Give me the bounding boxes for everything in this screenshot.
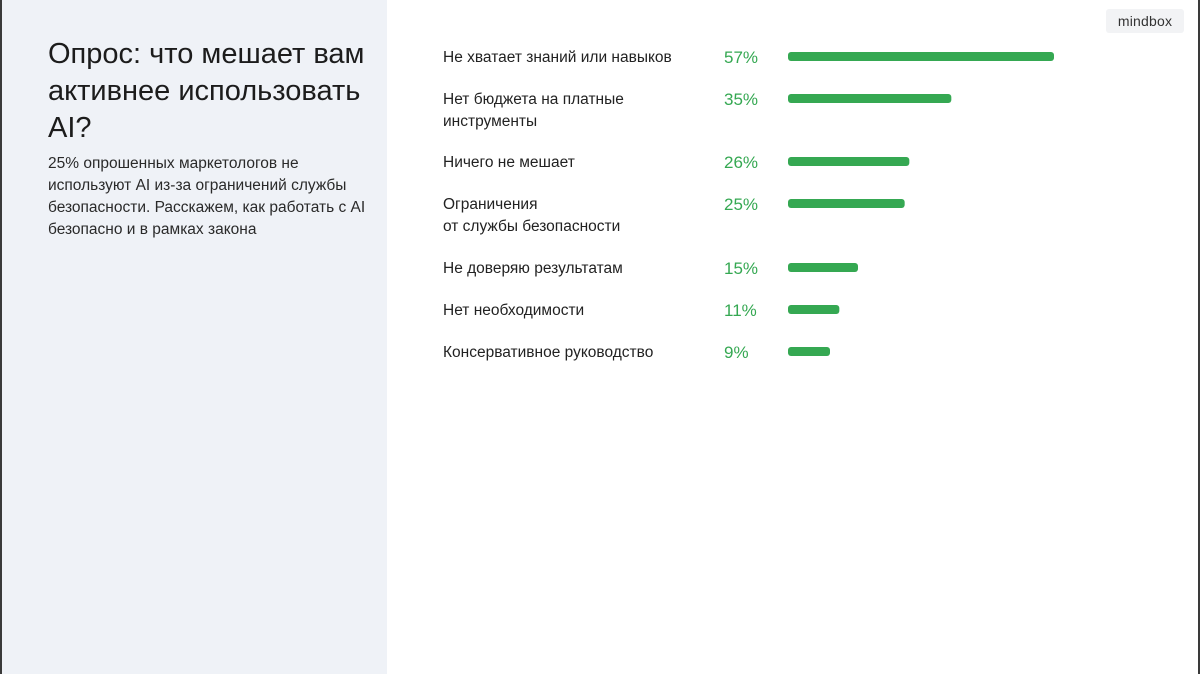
bar — [788, 305, 840, 314]
mindbox-logo: mindbox — [1106, 9, 1184, 33]
category-label: Ограничения — [443, 196, 537, 213]
category-label: инструменты — [443, 113, 537, 130]
value-label: 57% — [724, 48, 758, 67]
category-label: Нет бюджета на платные — [443, 91, 624, 108]
bar — [788, 199, 905, 208]
value-label: 9% — [724, 343, 749, 362]
category-label: от службы безопасности — [443, 218, 620, 235]
value-label: 25% — [724, 195, 758, 214]
value-label: 11% — [724, 301, 757, 320]
category-label: Ничего не мешает — [443, 154, 575, 171]
value-label: 15% — [724, 259, 758, 278]
slide-title: Опрос: что мешает вам активнее использов… — [48, 38, 365, 144]
category-label: Консервативное руководство — [443, 344, 653, 361]
category-label: Нет необходимости — [443, 302, 584, 319]
slide-subtitle: 25% опрошенных маркетологов не использую… — [48, 155, 366, 238]
bar — [788, 157, 910, 166]
bar — [788, 94, 952, 103]
value-label: 26% — [724, 153, 758, 172]
category-label: Не доверяю результатам — [443, 260, 623, 277]
bar — [788, 52, 1054, 61]
category-label: Не хватает знаний или навыков — [443, 49, 672, 66]
left-panel: Опрос: что мешает вам активнее использов… — [2, 0, 387, 674]
bar — [788, 347, 830, 356]
bar — [788, 263, 858, 272]
value-label: 35% — [724, 90, 758, 109]
